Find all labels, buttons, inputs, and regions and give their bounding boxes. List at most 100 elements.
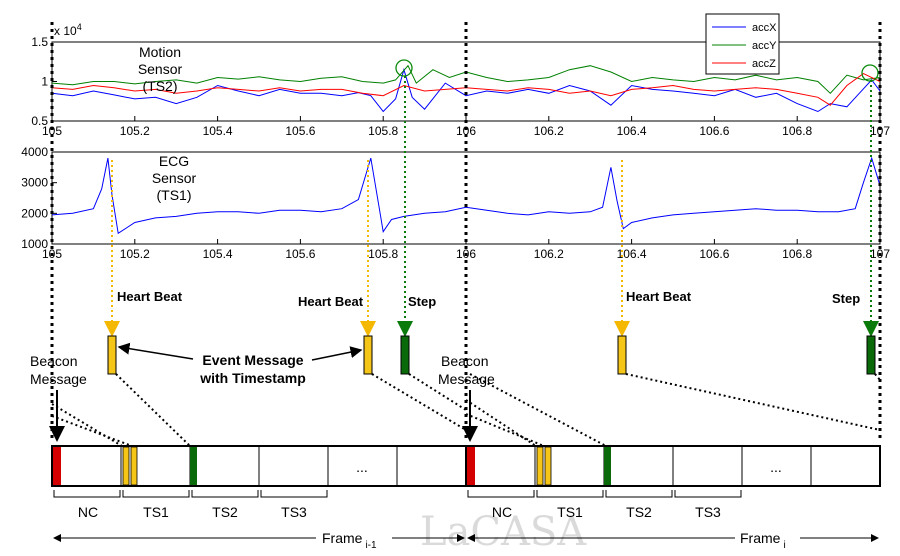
event-slot-step-1 xyxy=(190,447,197,485)
top-x-tick-label: 106.6 xyxy=(699,124,729,138)
zoom-line xyxy=(465,413,545,447)
top-x-tick-label: 105 xyxy=(42,124,62,138)
zoom-line xyxy=(371,373,467,431)
slot-label-ts3-2: TS3 xyxy=(695,504,721,520)
slot-brackets xyxy=(53,490,742,498)
slot-bracket xyxy=(674,490,742,498)
top-x-tick-label: 105.2 xyxy=(120,124,150,138)
superframe-bar: ... ... xyxy=(51,445,881,487)
top-y-tick-label: 1.5 xyxy=(31,35,48,49)
bottom-plot-label-line-3: (TS1) xyxy=(157,187,192,203)
top-y-tick-label: 1 xyxy=(41,75,48,89)
bottom-plot-series xyxy=(51,156,881,235)
slot-label-ts1-2: TS1 xyxy=(557,504,583,520)
top-x-tick-label: 105.6 xyxy=(285,124,315,138)
slot-bracket xyxy=(53,490,121,498)
zoom-line xyxy=(408,373,467,411)
slot-label-ts2-1: TS2 xyxy=(212,504,238,520)
top-plot-legend: accX accY accZ xyxy=(705,13,780,75)
step-label-2: Step xyxy=(832,291,860,306)
bottom-plot-y-ticks: 4000 3000 2000 1000 xyxy=(21,145,57,251)
zoom-lines xyxy=(51,373,881,447)
step-label-1: Step xyxy=(408,294,436,309)
event-slot-step-2 xyxy=(604,447,611,485)
event-message-line-1: Event Message xyxy=(202,352,303,368)
slot-ellipsis-2: ... xyxy=(770,459,782,475)
zoom-line xyxy=(625,373,881,431)
slot-bracket xyxy=(122,490,190,498)
bottom-plot-frame xyxy=(51,151,881,245)
event-block-step-2 xyxy=(866,335,876,375)
top-x-tick-label: 106.2 xyxy=(534,124,564,138)
slot-label-nc-2: NC xyxy=(492,504,512,520)
top-plot-label-line-3: (TS2) xyxy=(143,78,178,94)
event-block-heartbeat-3 xyxy=(617,335,627,375)
bottom-plot-label-line-1: ECG xyxy=(159,153,189,169)
top-series-line-accx xyxy=(51,67,881,113)
bottom-y-tick-label: 3000 xyxy=(21,176,48,190)
top-series-line-accy xyxy=(51,64,881,95)
watermark-text: LaCASA xyxy=(420,509,587,555)
bottom-x-tick-label: 105.4 xyxy=(203,247,233,261)
bottom-x-tick-label: 105.2 xyxy=(120,247,150,261)
bottom-x-tick-label: 106.6 xyxy=(699,247,729,261)
event-slot-heartbeat-4 xyxy=(544,446,552,486)
top-plot-exponent: x 104 xyxy=(54,22,82,38)
heartbeat-label-1: Heart Beat xyxy=(117,289,183,304)
beacon-label-1-line-2: Message xyxy=(30,371,87,387)
bottom-y-tick-label: 2000 xyxy=(21,206,48,220)
beacon-label-2-line-2: Message xyxy=(438,371,495,387)
top-x-tick-label: 105.8 xyxy=(368,124,398,138)
beacon-slot-2 xyxy=(467,447,475,485)
frame-prev-label: Frame i-1 xyxy=(322,530,377,551)
event-block-heartbeat-1 xyxy=(107,335,117,375)
bottom-x-tick-label: 106.8 xyxy=(782,247,812,261)
slot-label-ts3-1: TS3 xyxy=(281,504,307,520)
top-x-tick-label: 106 xyxy=(456,124,476,138)
event-block-heartbeat-2 xyxy=(363,335,373,375)
bottom-plot-x-ticks: 105105.2105.4105.6105.8106106.2106.4106.… xyxy=(42,239,890,261)
zoom-line xyxy=(469,373,607,447)
top-plot-series xyxy=(51,64,881,113)
zoom-line xyxy=(51,415,133,447)
top-plot-label-line-1: Motion xyxy=(139,44,181,60)
heartbeat-label-2: Heart Beat xyxy=(298,294,364,309)
heartbeat-label-3: Heart Beat xyxy=(626,289,692,304)
slot-bracket xyxy=(536,490,604,498)
bottom-x-tick-label: 106.4 xyxy=(617,247,647,261)
legend-box xyxy=(705,13,780,75)
event-message-line-2: with Timestamp xyxy=(199,370,306,386)
top-x-tick-label: 106.4 xyxy=(617,124,647,138)
slot-label-nc-1: NC xyxy=(78,504,98,520)
event-slot-heartbeat-3 xyxy=(536,446,544,486)
event-message-arrow-left xyxy=(117,342,194,360)
motion-sensor-plot: 1.5 1 0.5 105 105.2 105.4 105.6 105.8 106 106.2 1… xyxy=(31,13,890,138)
top-y-tick-label: 0.5 xyxy=(31,114,48,128)
zoom-line xyxy=(115,373,191,447)
frame-cur-label: Frame i xyxy=(740,530,786,551)
event-slot-heartbeat-2 xyxy=(130,446,138,486)
slot-bracket xyxy=(260,490,328,498)
slot-bracket xyxy=(191,490,259,498)
zoom-line xyxy=(874,373,881,381)
bottom-y-tick-label: 1000 xyxy=(21,237,48,251)
legend-label-accy: accY xyxy=(752,40,777,52)
bottom-x-tick-label: 106.2 xyxy=(534,247,564,261)
slot-label-ts1-1: TS1 xyxy=(143,504,169,520)
event-message-arrow-right xyxy=(311,346,363,361)
slot-ellipsis-1: ... xyxy=(356,459,368,475)
bottom-y-tick-label: 4000 xyxy=(21,145,48,159)
bottom-x-tick-label: 105.6 xyxy=(285,247,315,261)
beacon-label-1-line-1: Beacon xyxy=(30,353,77,369)
event-slot-heartbeat-1 xyxy=(122,446,130,486)
beacon-slot-1 xyxy=(53,447,61,485)
top-x-tick-label: 106.8 xyxy=(782,124,812,138)
legend-label-accx: accX xyxy=(752,22,777,34)
top-x-tick-label: 107 xyxy=(870,124,890,138)
event-block-step-1 xyxy=(400,335,410,375)
legend-label-accz: accZ xyxy=(752,58,776,70)
top-x-tick-label: 105.4 xyxy=(203,124,233,138)
slot-label-ts2-2: TS2 xyxy=(626,504,652,520)
